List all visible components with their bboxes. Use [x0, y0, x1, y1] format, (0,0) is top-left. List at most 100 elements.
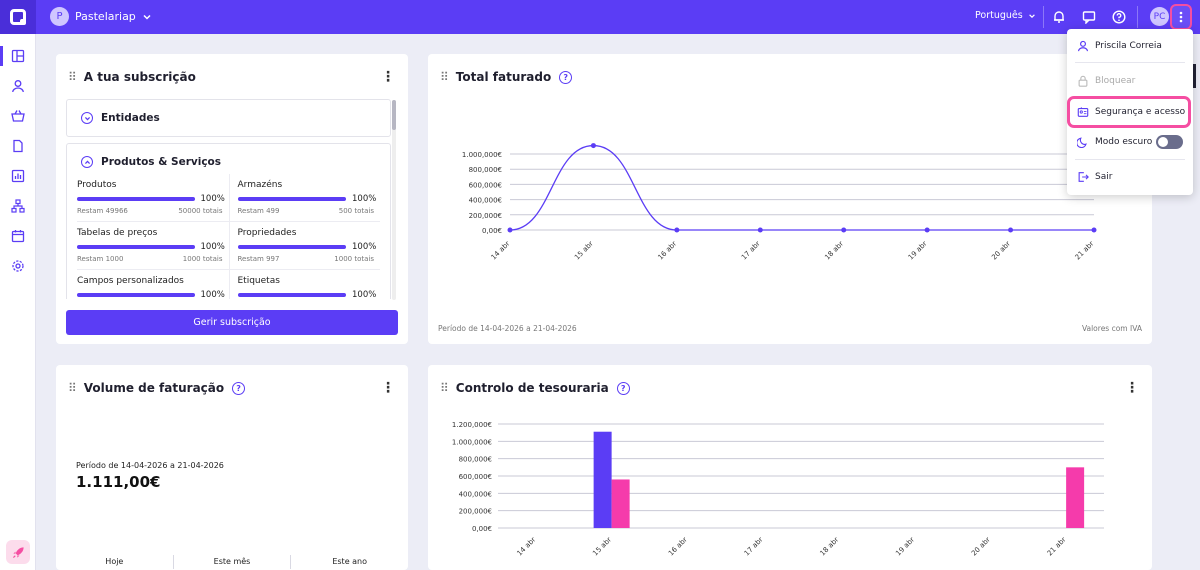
usage-bar — [77, 197, 195, 201]
chevron-up-icon — [81, 156, 93, 168]
card-menu-icon[interactable]: ⋮ — [381, 69, 395, 85]
drag-handle-icon[interactable]: ⠿ — [68, 381, 77, 395]
y-tick-label: 400,000€ — [469, 197, 502, 205]
dashboard-icon — [11, 49, 25, 63]
manage-subscription-button[interactable]: Gerir subscrição — [66, 310, 398, 335]
data-point[interactable] — [507, 227, 513, 233]
menu-item-label: Modo escuro — [1095, 137, 1153, 147]
metric-remaining: Restam 499 — [237, 207, 280, 215]
help-icon[interactable]: ? — [559, 70, 573, 84]
y-tick-label: 0,00€ — [472, 525, 492, 533]
sidebar — [0, 34, 36, 570]
x-tick-label: 14 abr — [516, 536, 538, 558]
card-title: Volume de faturação — [83, 381, 225, 395]
sidebar-item-documents[interactable] — [0, 134, 36, 158]
account-switcher[interactable]: P Pastelariap — [50, 7, 152, 26]
launch-button[interactable] — [6, 540, 30, 564]
scrollbar-thumb[interactable] — [392, 100, 396, 130]
bar[interactable] — [1066, 467, 1085, 528]
y-tick-label: 400,000€ — [459, 490, 492, 498]
usage-bar — [237, 293, 346, 297]
bar[interactable] — [593, 431, 612, 528]
highlight-security — [1067, 96, 1191, 128]
menu-item-lock: Bloquear — [1077, 75, 1135, 87]
data-point[interactable] — [674, 227, 680, 233]
help-icon[interactable]: ? — [232, 381, 246, 395]
app-logo[interactable] — [0, 0, 36, 34]
data-point[interactable] — [1091, 227, 1097, 233]
metric-percent: 100% — [200, 290, 225, 299]
x-tick-label: 21 abr — [1046, 536, 1068, 558]
x-tick-label: 17 abr — [740, 240, 762, 262]
card-menu-icon[interactable]: ⋮ — [381, 380, 395, 396]
usage-bar-fill — [77, 197, 195, 201]
menu-item-profile[interactable]: Priscila Correia — [1077, 40, 1162, 52]
card-title: Total faturado — [455, 70, 552, 84]
data-point[interactable] — [757, 227, 763, 233]
menu-item-dark-mode[interactable]: Modo escuro — [1077, 136, 1152, 148]
drag-handle-icon[interactable]: ⠿ — [440, 381, 449, 395]
dark-mode-toggle[interactable] — [1156, 135, 1183, 149]
metric-label: Tabelas de preços — [77, 228, 158, 238]
hidden-element — [1191, 64, 1196, 88]
sidebar-item-reports[interactable] — [0, 164, 36, 188]
messages-icon[interactable] — [1079, 7, 1099, 27]
divider — [1043, 6, 1044, 28]
kebab-icon — [1179, 11, 1183, 23]
card-header: ⠿ Total faturado ? — [440, 70, 573, 84]
scrollbar[interactable] — [392, 100, 396, 300]
account-name: Pastelariap — [75, 10, 136, 23]
help-icon[interactable] — [1109, 7, 1129, 27]
entities-panel[interactable]: Entidades — [66, 99, 391, 137]
usage-bar-fill — [237, 245, 346, 249]
data-point[interactable] — [841, 227, 847, 233]
sidebar-item-sales[interactable] — [0, 104, 36, 128]
help-icon[interactable]: ? — [616, 381, 630, 395]
x-tick-label: 19 abr — [907, 240, 929, 262]
data-point[interactable] — [1008, 227, 1014, 233]
notifications-icon[interactable] — [1049, 7, 1069, 27]
data-point[interactable] — [590, 143, 596, 149]
period-tabs: Hoje Este mês Este ano — [56, 555, 408, 569]
metric-label: Armazéns — [237, 180, 283, 190]
basket-icon — [11, 110, 25, 122]
sidebar-item-calendar[interactable] — [0, 224, 36, 248]
language-selector[interactable]: Português — [975, 10, 1036, 21]
series-line — [509, 144, 1094, 231]
total-billed-chart: 0,00€ 200,000€ 400,000€ 600,000€ 800,000€ 1.0… — [462, 143, 1097, 262]
usage-bar-fill — [237, 197, 346, 201]
y-tick-label: 800,000€ — [469, 166, 502, 174]
sidebar-item-dashboard[interactable] — [0, 44, 36, 68]
data-point[interactable] — [924, 227, 930, 233]
y-tick-label: 1.200,000€ — [452, 421, 492, 429]
sidebar-item-integrations[interactable] — [0, 194, 36, 218]
products-panel[interactable]: Produtos & Serviços Produtos 100% Restam 4… — [66, 143, 391, 299]
user-icon — [12, 80, 24, 93]
usage-metric: Produtos 100% Restam 49966 50000 totais — [77, 174, 229, 222]
more-options-button[interactable] — [1170, 4, 1192, 30]
menu-item-label: Bloquear — [1095, 76, 1136, 86]
user-avatar[interactable]: PC — [1150, 7, 1169, 26]
metric-percent: 100% — [352, 290, 377, 299]
usage-bar-fill — [77, 293, 195, 297]
x-tick-label: 15 abr — [573, 240, 595, 262]
sidebar-item-settings[interactable] — [0, 254, 36, 278]
metric-remaining: Restam 1000 — [77, 255, 124, 263]
card-title: Controlo de tesouraria — [455, 381, 609, 395]
y-tick-label: 800,000€ — [459, 456, 492, 464]
card-menu-icon[interactable]: ⋮ — [1125, 380, 1139, 396]
tab-this-year[interactable]: Este ano — [332, 557, 368, 566]
drag-handle-icon[interactable]: ⠿ — [68, 70, 77, 84]
menu-item-logout[interactable]: Sair — [1077, 171, 1112, 183]
period-label: Período de 14-04-2026 a 21-04-2026 — [438, 324, 577, 333]
vat-note: Valores com IVA — [1081, 324, 1142, 333]
sidebar-item-contacts[interactable] — [0, 74, 36, 98]
metric-label: Produtos — [77, 180, 117, 190]
tab-this-month[interactable]: Este mês — [174, 555, 292, 569]
card-title: A tua subscrição — [83, 70, 196, 84]
divider — [1075, 159, 1185, 160]
tab-today[interactable]: Hoje — [56, 555, 174, 569]
drag-handle-icon[interactable]: ⠿ — [440, 70, 449, 84]
menu-item-security[interactable]: Segurança e acesso — [1077, 106, 1185, 118]
bar[interactable] — [611, 479, 630, 528]
